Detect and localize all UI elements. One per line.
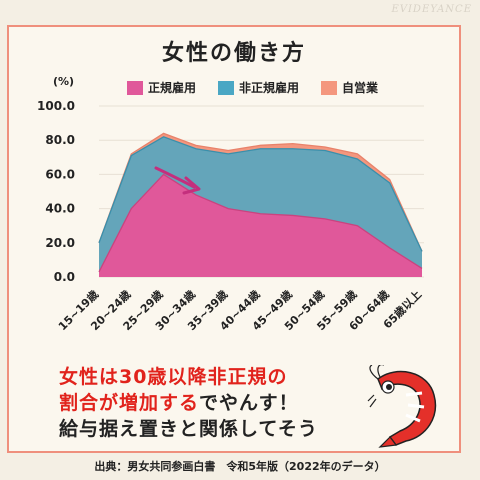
area-regular-line [98, 173, 423, 273]
legend-item-regular: 正規雇用 [127, 79, 196, 96]
chart-title: 女性の働き方 [161, 41, 306, 66]
legend-swatch-nonregular [218, 80, 235, 95]
legend: 正規雇用 非正規雇用 自営業 [127, 79, 378, 96]
shrimp-mascot-icon [367, 365, 437, 448]
message-line-2-rest: でやんす！ [199, 392, 299, 414]
message-text: 女性は30歳以降非正規の 割合が増加するでやんす！ 給与据え置きと関係してそう [59, 364, 379, 442]
chart-card: 女性の働き方 (%) 正規雇用 非正規雇用 自営業 0.0 20.0 40.0 60.… [7, 25, 461, 453]
message-line-3: 給与据え置きと関係してそう [59, 418, 318, 440]
y-tick-label: 100.0 [37, 99, 75, 113]
y-tick-label: 60.0 [45, 167, 75, 181]
watermark: EVIDEYANCE [391, 4, 472, 15]
area-nonregular-line [98, 136, 423, 252]
y-axis-unit: (%) [53, 75, 75, 88]
y-tick-label: 40.0 [45, 202, 75, 216]
y-tick-label: 80.0 [45, 133, 75, 147]
legend-item-self: 自営業 [321, 79, 378, 96]
trend-arrow-icon [154, 166, 196, 189]
legend-label-regular: 正規雇用 [148, 81, 197, 95]
legend-label-self: 自営業 [342, 81, 379, 95]
trend-arrow-head-icon [182, 176, 201, 195]
message-line-2: 割合が増加するでやんす！ [59, 390, 379, 416]
y-tick-label: 20.0 [45, 236, 75, 250]
legend-item-nonregular: 非正規雇用 [218, 79, 299, 96]
legend-label-nonregular: 非正規雇用 [239, 81, 300, 95]
legend-swatch-self [321, 80, 338, 95]
area-regular [99, 174, 422, 277]
message-line-2-highlight: 割合が増加する [59, 392, 200, 414]
y-tick-label: 0.0 [54, 270, 75, 284]
legend-swatch-regular [127, 80, 143, 95]
source-footer: 出典：男女共同参画白書 令和5年版（2022年のデータ） [94, 460, 386, 473]
area-chart: 0.020.040.060.080.0100.015~19歳20~24歳25~2… [37, 99, 424, 333]
message-line-1: 女性は30歳以降非正規の [59, 366, 288, 388]
area-self-line [98, 132, 423, 252]
